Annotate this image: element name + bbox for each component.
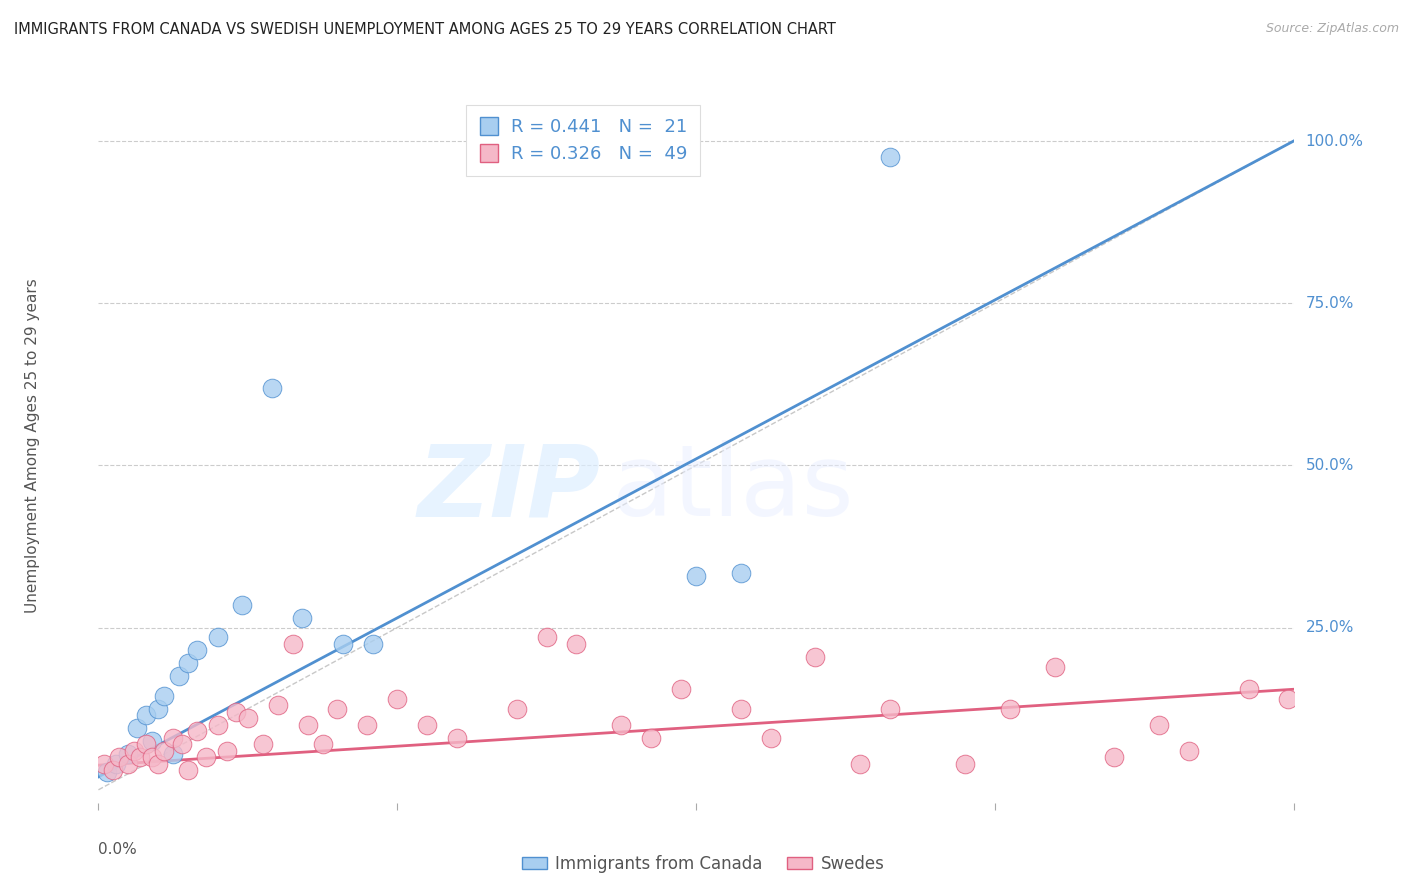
Point bbox=[849, 756, 872, 771]
Text: 0.0%: 0.0% bbox=[98, 842, 138, 857]
Point bbox=[186, 643, 208, 657]
Point bbox=[385, 692, 409, 706]
Point bbox=[446, 731, 468, 745]
Point bbox=[536, 631, 558, 645]
Point bbox=[225, 705, 247, 719]
Point bbox=[93, 756, 115, 771]
Point bbox=[117, 747, 139, 761]
Point bbox=[363, 637, 385, 651]
Point bbox=[1043, 659, 1066, 673]
Point bbox=[167, 669, 190, 683]
Point bbox=[759, 731, 782, 745]
Point bbox=[177, 657, 200, 671]
Legend: R = 0.441   N =  21, R = 0.326   N =  49: R = 0.441 N = 21, R = 0.326 N = 49 bbox=[465, 105, 700, 176]
Point bbox=[129, 750, 152, 764]
Point bbox=[260, 381, 283, 395]
Text: 25.0%: 25.0% bbox=[1305, 620, 1354, 635]
Point bbox=[108, 750, 131, 764]
Point bbox=[1178, 744, 1201, 758]
Legend: Immigrants from Canada, Swedes: Immigrants from Canada, Swedes bbox=[515, 848, 891, 880]
Point bbox=[565, 637, 588, 651]
Point bbox=[172, 738, 194, 752]
Point bbox=[148, 756, 170, 771]
Point bbox=[685, 568, 707, 582]
Point bbox=[1237, 682, 1260, 697]
Point bbox=[148, 702, 170, 716]
Point bbox=[186, 724, 208, 739]
Point bbox=[1277, 692, 1299, 706]
Point bbox=[124, 744, 146, 758]
Point bbox=[162, 731, 184, 745]
Point bbox=[135, 738, 157, 752]
Point bbox=[1147, 718, 1170, 732]
Point bbox=[730, 566, 752, 580]
Text: ZIP: ZIP bbox=[418, 441, 600, 537]
Point bbox=[610, 718, 633, 732]
Text: atlas: atlas bbox=[612, 441, 853, 537]
Point bbox=[153, 744, 176, 758]
Point bbox=[290, 611, 312, 625]
Point bbox=[103, 764, 125, 778]
Point bbox=[141, 750, 163, 764]
Text: IMMIGRANTS FROM CANADA VS SWEDISH UNEMPLOYMENT AMONG AGES 25 TO 29 YEARS CORRELA: IMMIGRANTS FROM CANADA VS SWEDISH UNEMPL… bbox=[14, 22, 837, 37]
Point bbox=[506, 702, 529, 716]
Point bbox=[297, 718, 319, 732]
Point bbox=[207, 631, 229, 645]
Point bbox=[640, 731, 662, 745]
Point bbox=[332, 637, 354, 651]
Point bbox=[153, 689, 176, 703]
Point bbox=[207, 718, 229, 732]
Point bbox=[804, 649, 827, 664]
Text: 50.0%: 50.0% bbox=[1305, 458, 1354, 473]
Point bbox=[177, 764, 200, 778]
Point bbox=[669, 682, 692, 697]
Point bbox=[356, 718, 378, 732]
Point bbox=[416, 718, 439, 732]
Point bbox=[236, 711, 259, 725]
Text: 75.0%: 75.0% bbox=[1305, 296, 1354, 310]
Point bbox=[879, 702, 901, 716]
Point bbox=[105, 756, 128, 771]
Point bbox=[1104, 750, 1126, 764]
Point bbox=[879, 150, 901, 164]
Point bbox=[998, 702, 1021, 716]
Point bbox=[135, 708, 157, 723]
Point bbox=[231, 598, 253, 612]
Point bbox=[730, 702, 752, 716]
Text: Source: ZipAtlas.com: Source: ZipAtlas.com bbox=[1265, 22, 1399, 36]
Point bbox=[311, 738, 333, 752]
Point bbox=[96, 764, 118, 779]
Point bbox=[194, 750, 218, 764]
Point bbox=[141, 734, 163, 748]
Text: Unemployment Among Ages 25 to 29 years: Unemployment Among Ages 25 to 29 years bbox=[25, 278, 41, 614]
Text: 100.0%: 100.0% bbox=[1305, 134, 1364, 149]
Point bbox=[117, 756, 139, 771]
Point bbox=[215, 744, 238, 758]
Point bbox=[953, 756, 976, 771]
Point bbox=[162, 747, 184, 761]
Point bbox=[326, 702, 349, 716]
Point bbox=[252, 738, 274, 752]
Point bbox=[267, 698, 290, 713]
Point bbox=[281, 637, 304, 651]
Point bbox=[127, 721, 149, 735]
